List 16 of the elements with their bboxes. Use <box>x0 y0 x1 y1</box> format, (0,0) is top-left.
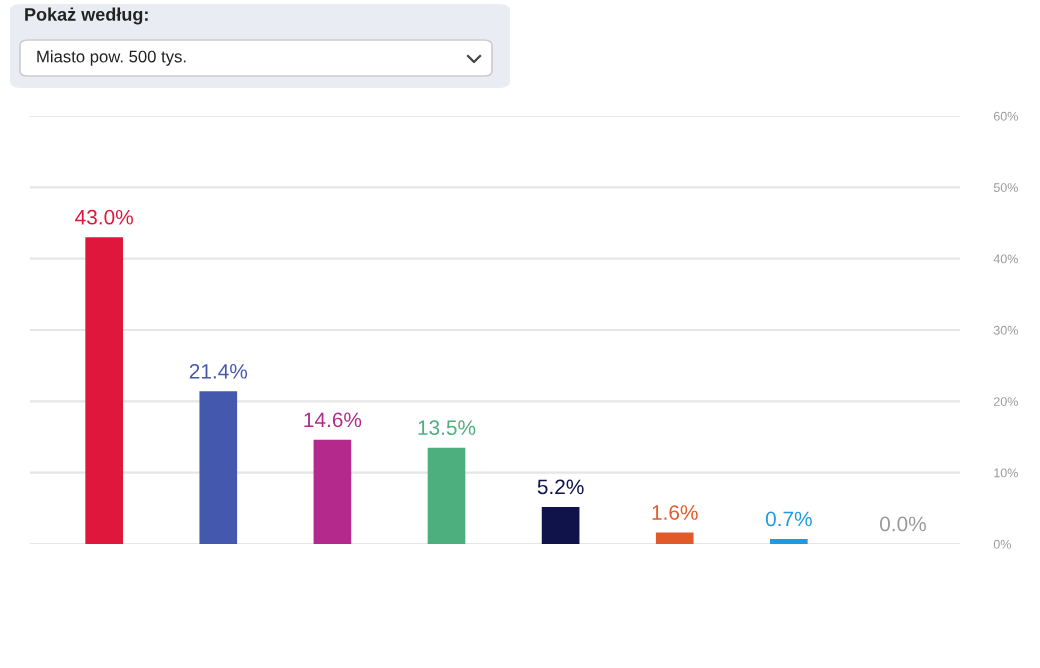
data-label: 5.2% <box>537 479 584 495</box>
bar <box>313 439 352 544</box>
bar <box>199 391 238 544</box>
bar <box>427 447 466 544</box>
data-label: 43.0% <box>75 209 133 225</box>
chart-title: Pokaż według: <box>25 7 148 25</box>
bar <box>541 506 580 544</box>
bar <box>655 532 694 544</box>
data-label: 0.0% <box>880 516 926 532</box>
bar <box>85 237 123 544</box>
data-label: 13.5% <box>418 420 476 436</box>
data-label: 14.6% <box>304 412 362 428</box>
chart-subtitle: Miasto pow. 500 tys. <box>37 50 186 66</box>
data-label: 21.4% <box>189 363 248 379</box>
data-label: 0.7% <box>765 511 812 527</box>
data-label: 1.6% <box>652 505 698 520</box>
